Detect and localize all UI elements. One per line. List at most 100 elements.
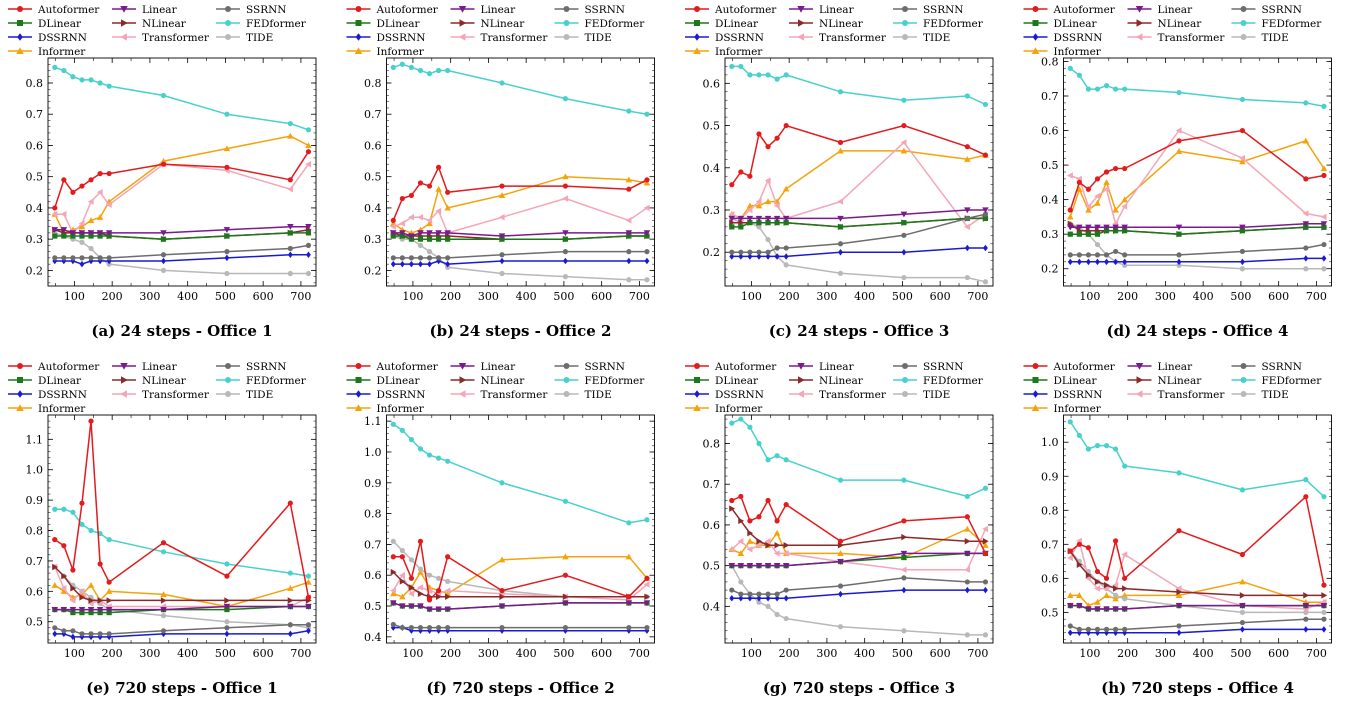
data-point: [746, 563, 754, 569]
data-point: [1113, 258, 1119, 266]
x-tick-label: 700: [967, 290, 988, 303]
legend-label: TIDE: [1262, 32, 1289, 44]
data-point: [644, 177, 650, 183]
legend-item: Informer: [8, 46, 86, 58]
data-point: [1067, 207, 1073, 213]
legend-label: SSRNN: [585, 4, 625, 16]
y-tick-label: 0.7: [364, 538, 382, 551]
data-point: [1176, 588, 1183, 596]
legend-label: Autoformer: [1053, 361, 1116, 373]
x-tick-label: 400: [177, 647, 198, 660]
legend-label: NLinear: [1158, 375, 1203, 387]
data-point: [445, 189, 451, 195]
data-point: [746, 546, 753, 553]
data-point: [738, 224, 744, 230]
x-tick-label: 200: [1117, 290, 1138, 303]
data-point: [1094, 199, 1101, 206]
legend-item: DSSRNN: [1023, 32, 1102, 44]
series-line: [393, 63, 648, 115]
legend-label: NLinear: [819, 18, 864, 30]
data-point: [1303, 616, 1309, 622]
data-point: [738, 591, 744, 597]
data-point: [765, 591, 771, 597]
series-linear: [390, 600, 651, 613]
data-point: [105, 606, 113, 613]
data-point: [427, 260, 432, 268]
data-point: [426, 452, 433, 458]
legend-item: Transformer: [450, 389, 548, 401]
data-point: [837, 550, 844, 557]
legend-item: Linear: [1127, 4, 1193, 16]
data-point: [1302, 137, 1310, 144]
data-point: [1094, 192, 1101, 200]
legend-label: SSRNN: [923, 4, 963, 16]
data-point: [79, 260, 85, 268]
data-point: [783, 615, 789, 622]
data-point: [1095, 258, 1100, 266]
data-point: [96, 214, 104, 220]
data-point: [756, 131, 762, 137]
x-tick-label: 400: [177, 290, 198, 303]
data-point: [1103, 585, 1110, 592]
data-point: [838, 590, 843, 598]
data-point: [782, 215, 790, 222]
x-tick-label: 200: [779, 647, 800, 660]
series-transformer: [1067, 127, 1327, 228]
data-point: [1239, 609, 1246, 615]
data-point: [1239, 266, 1246, 272]
data-point: [1085, 186, 1092, 192]
data-point: [51, 581, 59, 588]
data-point: [764, 537, 771, 545]
data-point: [755, 542, 762, 549]
data-point: [1122, 463, 1128, 469]
data-point: [765, 594, 771, 602]
data-point: [1239, 626, 1245, 633]
legend-item: NLinear: [789, 18, 864, 30]
data-point: [445, 593, 451, 601]
series-line: [731, 577, 986, 595]
legend-label: Informer: [715, 403, 763, 415]
legend-item: FEDformer: [216, 18, 307, 30]
data-point: [444, 587, 451, 594]
legend-label: DLinear: [38, 375, 82, 387]
legend-label: Informer: [715, 46, 763, 58]
legend-label: SSRNN: [1262, 4, 1302, 16]
legend-label: Transformer: [1158, 389, 1226, 401]
data-point: [964, 632, 970, 638]
y-tick-label: 0.4: [1041, 194, 1059, 207]
data-point: [498, 233, 506, 240]
data-point: [562, 236, 569, 242]
legend-label: FEDformer: [585, 18, 646, 30]
data-point: [60, 606, 68, 613]
data-point: [79, 521, 85, 528]
series-transformer: [390, 571, 650, 604]
legend-item: Transformer: [112, 389, 210, 401]
data-point: [408, 624, 415, 631]
data-point: [837, 542, 844, 549]
data-point: [1121, 224, 1128, 231]
data-point: [562, 257, 568, 265]
legend-label: Transformer: [142, 389, 210, 401]
series-informer: [390, 173, 651, 236]
y-tick-label: 0.7: [26, 555, 44, 568]
data-point: [1085, 252, 1092, 258]
data-point: [426, 71, 433, 77]
legend-marker: [1240, 20, 1247, 26]
data-point: [783, 262, 789, 268]
data-point: [1303, 224, 1309, 230]
legend-label: Autoformer: [37, 4, 100, 16]
data-point: [390, 568, 397, 576]
data-point: [408, 557, 415, 563]
data-point: [435, 575, 442, 581]
data-point: [390, 600, 397, 607]
series-line: [1069, 495, 1325, 586]
data-point: [964, 223, 970, 231]
data-point: [737, 563, 745, 569]
series-autoformer: [390, 538, 650, 603]
data-point: [783, 220, 789, 226]
data-point: [70, 509, 76, 515]
data-point: [901, 248, 907, 256]
data-point: [729, 224, 735, 230]
data-point: [644, 277, 650, 283]
